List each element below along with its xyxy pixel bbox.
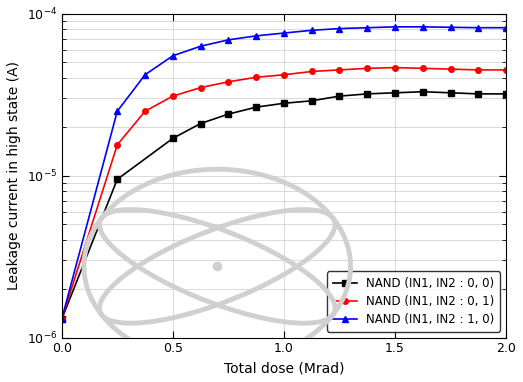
NAND (IN1, IN2 : 0, 1): (2, 4.5e-05): 0, 1): (2, 4.5e-05) xyxy=(503,68,509,72)
NAND (IN1, IN2 : 0, 0): (1.38, 3.2e-05): 0, 0): (1.38, 3.2e-05) xyxy=(364,92,370,96)
NAND (IN1, IN2 : 1, 0): (0.875, 7.3e-05): 1, 0): (0.875, 7.3e-05) xyxy=(253,34,259,38)
NAND (IN1, IN2 : 1, 0): (1.62, 8.3e-05): 1, 0): (1.62, 8.3e-05) xyxy=(419,24,426,29)
NAND (IN1, IN2 : 1, 0): (0.5, 5.5e-05): 1, 0): (0.5, 5.5e-05) xyxy=(169,53,176,58)
NAND (IN1, IN2 : 0, 0): (0.625, 2.1e-05): 0, 0): (0.625, 2.1e-05) xyxy=(198,121,204,126)
Y-axis label: Leakage current in high state (A): Leakage current in high state (A) xyxy=(7,61,21,290)
Line: NAND (IN1, IN2 : 1, 0): NAND (IN1, IN2 : 1, 0) xyxy=(59,24,509,322)
NAND (IN1, IN2 : 0, 1): (0.875, 4.05e-05): 0, 1): (0.875, 4.05e-05) xyxy=(253,75,259,79)
NAND (IN1, IN2 : 1, 0): (1.12, 7.9e-05): 1, 0): (1.12, 7.9e-05) xyxy=(309,28,315,32)
Line: NAND (IN1, IN2 : 0, 1): NAND (IN1, IN2 : 0, 1) xyxy=(59,65,509,322)
NAND (IN1, IN2 : 0, 1): (0.25, 1.55e-05): 0, 1): (0.25, 1.55e-05) xyxy=(114,142,120,147)
Legend: NAND (IN1, IN2 : 0, 0), NAND (IN1, IN2 : 0, 1), NAND (IN1, IN2 : 1, 0): NAND (IN1, IN2 : 0, 0), NAND (IN1, IN2 :… xyxy=(327,272,500,332)
NAND (IN1, IN2 : 0, 1): (1.38, 4.6e-05): 0, 1): (1.38, 4.6e-05) xyxy=(364,66,370,71)
NAND (IN1, IN2 : 1, 0): (0.75, 6.9e-05): 1, 0): (0.75, 6.9e-05) xyxy=(225,37,232,42)
NAND (IN1, IN2 : 1, 0): (1.25, 8.1e-05): 1, 0): (1.25, 8.1e-05) xyxy=(336,26,343,31)
NAND (IN1, IN2 : 0, 0): (0.5, 1.7e-05): 0, 0): (0.5, 1.7e-05) xyxy=(169,136,176,141)
NAND (IN1, IN2 : 0, 1): (1.25, 4.5e-05): 0, 1): (1.25, 4.5e-05) xyxy=(336,68,343,72)
NAND (IN1, IN2 : 0, 1): (1.75, 4.55e-05): 0, 1): (1.75, 4.55e-05) xyxy=(448,67,454,71)
NAND (IN1, IN2 : 1, 0): (1, 7.6e-05): 1, 0): (1, 7.6e-05) xyxy=(281,31,287,36)
NAND (IN1, IN2 : 0, 0): (1.62, 3.3e-05): 0, 0): (1.62, 3.3e-05) xyxy=(419,89,426,94)
NAND (IN1, IN2 : 0, 0): (1.12, 2.9e-05): 0, 0): (1.12, 2.9e-05) xyxy=(309,99,315,103)
NAND (IN1, IN2 : 1, 0): (0.375, 4.2e-05): 1, 0): (0.375, 4.2e-05) xyxy=(142,73,148,77)
NAND (IN1, IN2 : 0, 1): (0.75, 3.8e-05): 0, 1): (0.75, 3.8e-05) xyxy=(225,79,232,84)
NAND (IN1, IN2 : 0, 1): (0.625, 3.5e-05): 0, 1): (0.625, 3.5e-05) xyxy=(198,85,204,90)
NAND (IN1, IN2 : 0, 0): (0.25, 9.5e-06): 0, 0): (0.25, 9.5e-06) xyxy=(114,177,120,181)
NAND (IN1, IN2 : 1, 0): (1.88, 8.2e-05): 1, 0): (1.88, 8.2e-05) xyxy=(475,26,482,30)
NAND (IN1, IN2 : 1, 0): (1.5, 8.3e-05): 1, 0): (1.5, 8.3e-05) xyxy=(392,24,398,29)
NAND (IN1, IN2 : 1, 0): (2, 8.2e-05): 1, 0): (2, 8.2e-05) xyxy=(503,26,509,30)
NAND (IN1, IN2 : 0, 0): (0, 1.3e-06): 0, 0): (0, 1.3e-06) xyxy=(59,317,65,322)
NAND (IN1, IN2 : 0, 1): (1.12, 4.4e-05): 0, 1): (1.12, 4.4e-05) xyxy=(309,69,315,74)
NAND (IN1, IN2 : 0, 0): (0.875, 2.65e-05): 0, 0): (0.875, 2.65e-05) xyxy=(253,105,259,109)
NAND (IN1, IN2 : 1, 0): (1.38, 8.2e-05): 1, 0): (1.38, 8.2e-05) xyxy=(364,26,370,30)
NAND (IN1, IN2 : 0, 1): (1.88, 4.5e-05): 0, 1): (1.88, 4.5e-05) xyxy=(475,68,482,72)
NAND (IN1, IN2 : 0, 1): (0.5, 3.1e-05): 0, 1): (0.5, 3.1e-05) xyxy=(169,94,176,99)
NAND (IN1, IN2 : 0, 0): (1, 2.8e-05): 0, 0): (1, 2.8e-05) xyxy=(281,101,287,105)
NAND (IN1, IN2 : 1, 0): (1.75, 8.25e-05): 1, 0): (1.75, 8.25e-05) xyxy=(448,25,454,29)
NAND (IN1, IN2 : 1, 0): (0, 1.3e-06): 1, 0): (0, 1.3e-06) xyxy=(59,317,65,322)
X-axis label: Total dose (Mrad): Total dose (Mrad) xyxy=(224,361,344,375)
NAND (IN1, IN2 : 0, 1): (0.375, 2.5e-05): 0, 1): (0.375, 2.5e-05) xyxy=(142,109,148,113)
NAND (IN1, IN2 : 0, 0): (0.75, 2.4e-05): 0, 0): (0.75, 2.4e-05) xyxy=(225,112,232,117)
NAND (IN1, IN2 : 0, 0): (1.88, 3.2e-05): 0, 0): (1.88, 3.2e-05) xyxy=(475,92,482,96)
NAND (IN1, IN2 : 1, 0): (0.25, 2.5e-05): 1, 0): (0.25, 2.5e-05) xyxy=(114,109,120,113)
NAND (IN1, IN2 : 0, 0): (1.25, 3.1e-05): 0, 0): (1.25, 3.1e-05) xyxy=(336,94,343,99)
NAND (IN1, IN2 : 0, 1): (1.5, 4.65e-05): 0, 1): (1.5, 4.65e-05) xyxy=(392,65,398,70)
NAND (IN1, IN2 : 1, 0): (0.625, 6.3e-05): 1, 0): (0.625, 6.3e-05) xyxy=(198,44,204,49)
NAND (IN1, IN2 : 0, 1): (0, 1.3e-06): 0, 1): (0, 1.3e-06) xyxy=(59,317,65,322)
Line: NAND (IN1, IN2 : 0, 0): NAND (IN1, IN2 : 0, 0) xyxy=(59,89,509,322)
NAND (IN1, IN2 : 0, 1): (1.62, 4.6e-05): 0, 1): (1.62, 4.6e-05) xyxy=(419,66,426,71)
NAND (IN1, IN2 : 0, 0): (1.75, 3.25e-05): 0, 0): (1.75, 3.25e-05) xyxy=(448,91,454,95)
NAND (IN1, IN2 : 0, 0): (2, 3.2e-05): 0, 0): (2, 3.2e-05) xyxy=(503,92,509,96)
NAND (IN1, IN2 : 0, 0): (1.5, 3.25e-05): 0, 0): (1.5, 3.25e-05) xyxy=(392,91,398,95)
NAND (IN1, IN2 : 0, 1): (1, 4.2e-05): 0, 1): (1, 4.2e-05) xyxy=(281,73,287,77)
